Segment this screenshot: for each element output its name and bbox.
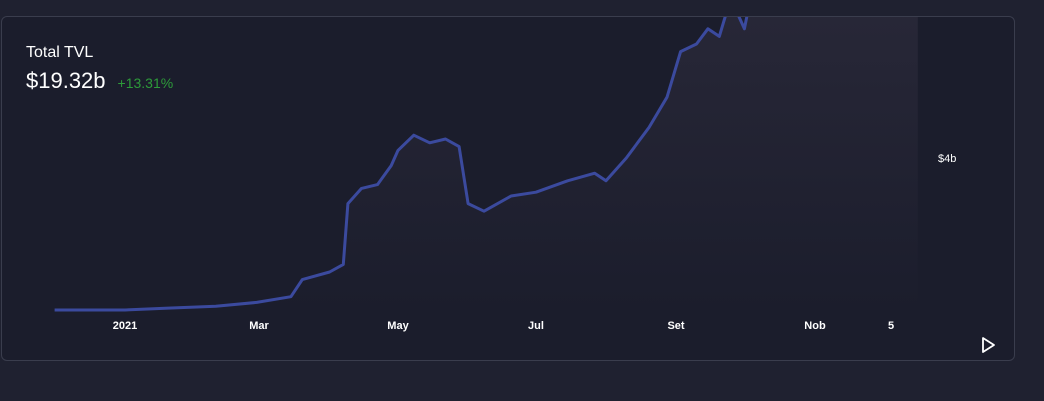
x-tick-label: Nob	[804, 320, 826, 332]
tvl-change-percent: +13.31%	[117, 75, 174, 91]
x-tick-label: Set	[667, 320, 684, 332]
x-tick-label: May	[387, 320, 409, 332]
value-row: $19.32b +13.31%	[26, 68, 173, 94]
tvl-card: Total TVL $19.32b +13.31% $4b$8b$12b$16b…	[1, 16, 1015, 361]
y-tick-label: $4b	[938, 153, 956, 165]
play-button[interactable]	[980, 335, 998, 355]
tvl-series-line	[54, 17, 749, 312]
tvl-area-chart[interactable]: $4b$8b$12b$16b$20b$24b$28b2021MarMayJulS…	[2, 17, 1014, 360]
chart-title: Total TVL	[26, 44, 94, 61]
current-tvl-value: $19.32b	[26, 68, 106, 93]
x-tick-label: Jul	[528, 320, 544, 332]
x-tick-label: 5	[888, 320, 894, 332]
x-tick-label: Mar	[249, 320, 269, 332]
play-icon	[982, 337, 995, 353]
x-tick-label: 2021	[113, 320, 137, 332]
tvl-area-fill	[54, 17, 918, 310]
